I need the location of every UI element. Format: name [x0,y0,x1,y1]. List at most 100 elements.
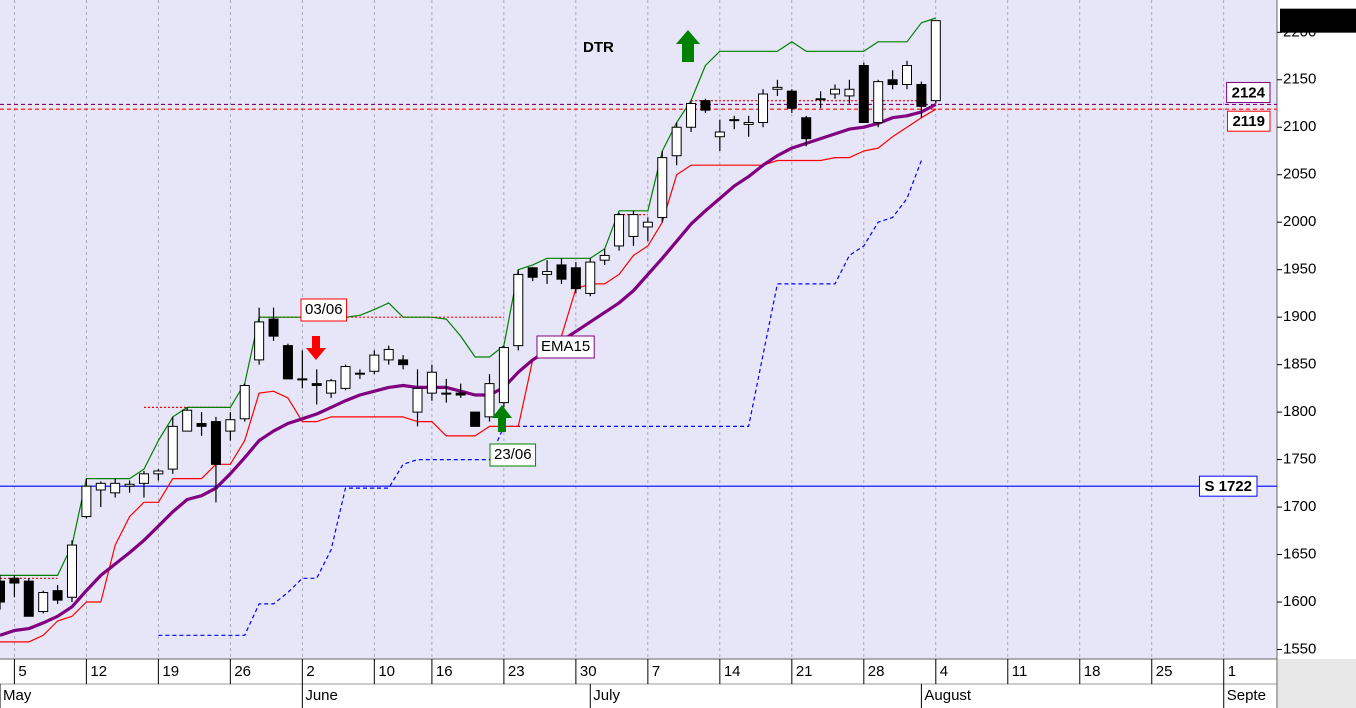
y-tick-label: 1800 [1283,403,1316,420]
sell-arrow [306,336,326,360]
candle-body [0,580,5,603]
x-tick-label: 12 [90,663,107,680]
level-label: 2119 [1232,113,1265,130]
candle-body [815,98,826,101]
candle-body [527,267,538,278]
last-price-label: 2212.24 [1284,13,1339,30]
annotation-box [300,298,348,322]
y-tick-label: 2200 [1283,23,1316,40]
candle-body [844,88,855,97]
candle-body [786,90,797,109]
candle-body [700,100,711,111]
candle-body [570,267,581,290]
y-tick-label: 1700 [1283,498,1316,515]
candle-body [556,264,567,280]
month-label: May [3,687,32,704]
candle-body [23,580,34,617]
candle-body [354,372,365,375]
month-label: Septe [1227,687,1266,704]
candle-body [110,482,121,494]
annotation-box [536,335,595,359]
x-tick-label: 10 [378,663,395,680]
x-tick-label: 1 [1228,663,1236,680]
candle-body [9,577,20,584]
candle-body [772,86,783,90]
candle-body [729,119,740,122]
candle-body [426,371,437,394]
candle-body [642,221,653,228]
candle-body [441,392,452,395]
x-tick-label: 11 [1012,663,1028,680]
indicator-line [158,160,922,636]
candle-body [686,103,697,128]
indicator-line [0,17,936,576]
candle-body [124,483,135,487]
candle-body [599,254,610,261]
x-tick-label: 18 [1084,663,1101,680]
level-label: S 1722 [1204,478,1252,495]
candle-body [455,392,466,396]
corner [1277,659,1356,708]
candle-body [585,261,596,294]
candle-body [225,419,236,432]
indicator-line [0,103,937,637]
candle-body [340,366,351,389]
y-tick-label: 2050 [1283,166,1316,183]
candle-body [657,157,668,218]
buy-arrow [492,405,512,432]
candle-body [52,590,63,601]
y-tick-label: 1750 [1283,451,1316,468]
candle-body [614,214,625,247]
candle-body [254,321,265,361]
x-tick-label: 16 [436,663,453,680]
candle-body [542,271,553,275]
candle-body [801,117,812,140]
y-tick-label: 1850 [1283,356,1316,373]
y-tick-label: 1600 [1283,593,1316,610]
candle-body [758,93,769,123]
x-tick-label: 14 [724,663,741,680]
candle-body [916,84,927,107]
candle-body [873,81,884,123]
candle-body [167,425,178,470]
y-tick-label: 1650 [1283,546,1316,563]
month-label: August [924,687,972,704]
candle-body [930,20,941,102]
candle-body [498,347,509,404]
x-tick-label: 19 [162,663,179,680]
candle-body [830,88,841,95]
x-tick-label: 30 [580,663,597,680]
y-tick-label: 1550 [1283,640,1316,657]
month-label: July [593,687,620,704]
candle-body [369,354,380,372]
candle-body [671,126,682,157]
annotation-box [489,443,537,467]
candle-body [628,214,639,237]
level-label-box [1226,110,1271,132]
candle-body [326,380,337,394]
candle-body [383,348,394,361]
candle-body [239,385,250,420]
candle-body [268,318,279,337]
level-label: 2124 [1232,84,1266,101]
x-tick-label: 4 [940,663,948,680]
x-tick-label: 7 [652,663,660,680]
x-tick-label: 2 [306,663,314,680]
annotation: DTR [583,39,614,56]
x-tick-label: 23 [508,663,525,680]
candle-body [887,79,898,86]
candle-body [182,409,193,432]
annotation: 03/06 [305,301,343,318]
plot-area [0,0,1277,659]
y-tick-label: 1900 [1283,308,1316,325]
annotation: EMA15 [541,338,590,355]
candle-body [513,273,524,347]
candle-body [470,411,481,427]
x-tick-label: 25 [1156,663,1173,680]
x-tick-label: 21 [796,663,813,680]
candle-body [412,387,423,413]
candle-body [95,482,106,491]
candle-body [81,485,92,518]
y-tick-label: 2150 [1283,71,1316,88]
x-tick-label: 28 [868,663,885,680]
